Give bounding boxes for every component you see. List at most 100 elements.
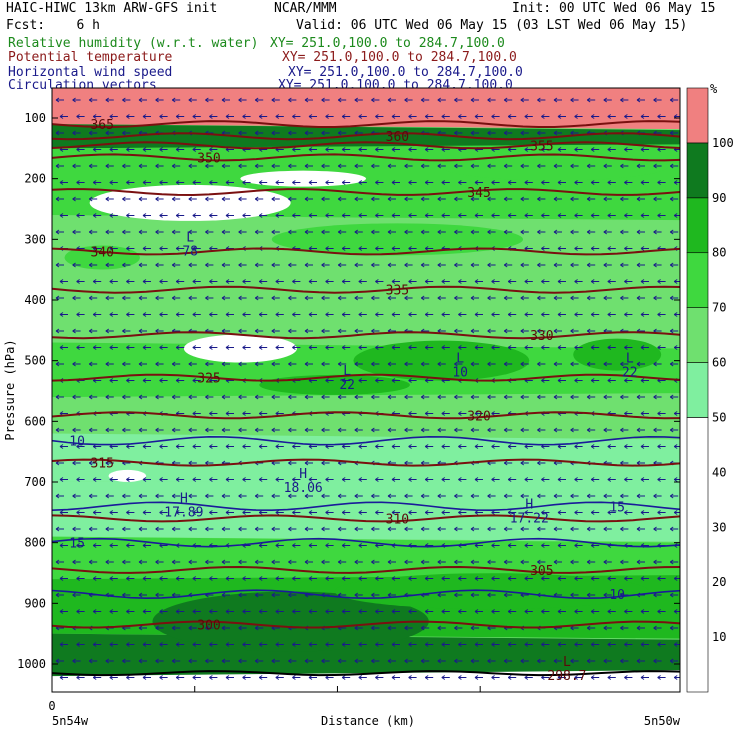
wind-vector — [138, 526, 147, 532]
wind-vector — [520, 328, 529, 334]
wind-vector — [175, 576, 185, 581]
wind-vector — [586, 526, 596, 532]
wind-vector — [59, 345, 68, 350]
wind-vector — [242, 477, 251, 482]
wind-vector — [109, 543, 118, 548]
wind-vector — [470, 658, 479, 664]
wind-vector — [620, 526, 629, 532]
wind-vector — [507, 510, 517, 515]
wind-vector — [242, 642, 251, 647]
wind-vector — [292, 147, 301, 152]
wind-vector — [175, 246, 185, 251]
wind-vector — [640, 147, 649, 152]
wind-vector — [321, 229, 330, 235]
wind-vector — [155, 526, 164, 532]
wind-vector — [570, 493, 579, 499]
wind-vector — [337, 97, 347, 103]
wind-vector — [570, 97, 579, 103]
wind-vector — [590, 246, 600, 251]
wind-vector — [55, 295, 64, 301]
extremum-marker: H — [525, 497, 533, 512]
wind-vector — [72, 460, 81, 466]
wind-vector — [640, 444, 649, 449]
wind-vector — [624, 246, 633, 251]
wind-vector — [553, 328, 562, 334]
wind-vector — [238, 361, 247, 367]
wind-vector — [590, 312, 600, 317]
wind-vector — [254, 361, 264, 367]
wind-vector — [88, 130, 98, 136]
wind-vector — [205, 229, 214, 235]
wind-vector — [325, 543, 334, 548]
wind-vector — [59, 477, 68, 482]
wind-vector — [524, 543, 533, 548]
colorbar-tick-label: 20 — [712, 575, 726, 589]
wind-vector — [288, 130, 297, 136]
wind-vector — [72, 592, 81, 598]
wind-vector — [142, 279, 151, 284]
wind-vector — [391, 279, 400, 284]
wind-vector — [126, 213, 135, 218]
wind-vector — [126, 642, 135, 647]
wind-vector — [669, 328, 679, 334]
wind-vector — [171, 262, 181, 268]
wind-vector — [72, 526, 81, 532]
wind-vector — [59, 576, 68, 581]
wind-vector — [126, 279, 135, 284]
wind-vector — [491, 477, 500, 482]
wind-vector — [424, 444, 434, 449]
wind-vector — [109, 378, 118, 383]
wind-vector — [590, 444, 600, 449]
wind-vector — [105, 229, 114, 235]
wind-vector — [520, 526, 529, 532]
theta-contour — [52, 565, 680, 574]
wind-vector — [537, 427, 546, 433]
theta-contour-label: 340 — [90, 245, 113, 260]
wind-vector — [520, 460, 529, 466]
wind-vector — [188, 493, 197, 499]
field-vectors-xy: XY= 251.0,100.0 to 284.7,100.0 — [278, 79, 513, 90]
wind-vector — [358, 543, 367, 548]
wind-vector — [524, 147, 533, 152]
wind-vector — [76, 345, 85, 350]
wind-vector — [437, 559, 446, 565]
wind-vector — [607, 609, 616, 614]
wind-vector — [590, 147, 600, 152]
wind-vector — [586, 196, 596, 202]
wind-vector — [420, 295, 430, 301]
wind-vector — [175, 345, 185, 350]
wind-vector — [304, 196, 313, 202]
wind-vector — [205, 526, 214, 532]
wind-vector — [221, 427, 230, 433]
wind-vector — [76, 180, 85, 185]
wind-vector — [640, 510, 649, 515]
wind-vector — [254, 163, 264, 169]
wind-vector — [657, 345, 666, 350]
wind-vector — [175, 114, 185, 119]
wind-vector — [669, 493, 679, 499]
wind-vector — [109, 477, 118, 482]
wind-vector — [607, 477, 616, 482]
wind-vector — [673, 180, 680, 185]
wind-vector — [640, 213, 649, 218]
plot-frame — [51, 87, 681, 693]
rh-region — [259, 374, 410, 395]
wind-vector — [122, 658, 131, 664]
wind-vector — [454, 163, 463, 169]
wind-vector — [537, 394, 546, 400]
wind-vector — [387, 229, 396, 235]
wind-vector — [454, 262, 463, 268]
wind-vector — [341, 180, 351, 185]
wind-vector — [325, 114, 334, 119]
wind-vector — [636, 493, 645, 499]
wind-vector — [620, 163, 629, 169]
wind-vector — [408, 576, 417, 581]
wind-vector — [391, 675, 400, 680]
colorbar-tick-label: 30 — [712, 520, 726, 534]
wind-vector — [570, 394, 579, 400]
wind-vector — [387, 295, 396, 301]
wind-vector — [105, 559, 114, 565]
wind-vector — [454, 493, 463, 499]
wind-vector — [275, 510, 284, 515]
wind-vector — [553, 262, 562, 268]
